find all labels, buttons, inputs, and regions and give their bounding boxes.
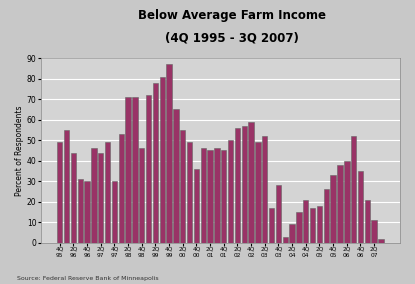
Bar [146, 95, 151, 243]
Text: Source: Federal Reserve Bank of Minneapolis: Source: Federal Reserve Bank of Minneapo… [17, 276, 158, 281]
Bar [208, 151, 213, 243]
Bar [296, 212, 302, 243]
Bar [57, 142, 63, 243]
Bar [132, 97, 138, 243]
Bar [153, 83, 158, 243]
Bar [255, 142, 261, 243]
Bar [139, 149, 144, 243]
Bar [235, 128, 240, 243]
Bar [248, 122, 254, 243]
Bar [378, 239, 384, 243]
Bar [330, 175, 336, 243]
Y-axis label: Percent of Respondents: Percent of Respondents [15, 105, 24, 196]
Bar [200, 149, 206, 243]
Bar [289, 224, 295, 243]
Bar [194, 169, 199, 243]
Bar [324, 189, 329, 243]
Bar [337, 165, 343, 243]
Bar [303, 200, 308, 243]
Bar [166, 64, 172, 243]
Bar [221, 151, 227, 243]
Bar [112, 181, 117, 243]
Bar [71, 153, 76, 243]
Bar [187, 142, 192, 243]
Bar [351, 136, 356, 243]
Bar [159, 77, 165, 243]
Bar [173, 110, 179, 243]
Bar [310, 208, 315, 243]
Bar [125, 97, 131, 243]
Bar [91, 149, 97, 243]
Text: (4Q 1995 - 3Q 2007): (4Q 1995 - 3Q 2007) [166, 31, 299, 44]
Bar [98, 153, 103, 243]
Bar [317, 206, 322, 243]
Bar [242, 126, 247, 243]
Bar [283, 237, 288, 243]
Bar [105, 142, 110, 243]
Bar [84, 181, 90, 243]
Bar [269, 208, 274, 243]
Bar [214, 149, 220, 243]
Bar [276, 185, 281, 243]
Bar [358, 171, 363, 243]
Bar [344, 161, 349, 243]
Text: Below Average Farm Income: Below Average Farm Income [138, 9, 327, 22]
Bar [228, 140, 233, 243]
Bar [64, 130, 69, 243]
Bar [371, 220, 377, 243]
Bar [78, 179, 83, 243]
Bar [119, 134, 124, 243]
Bar [262, 136, 268, 243]
Bar [364, 200, 370, 243]
Bar [180, 130, 186, 243]
